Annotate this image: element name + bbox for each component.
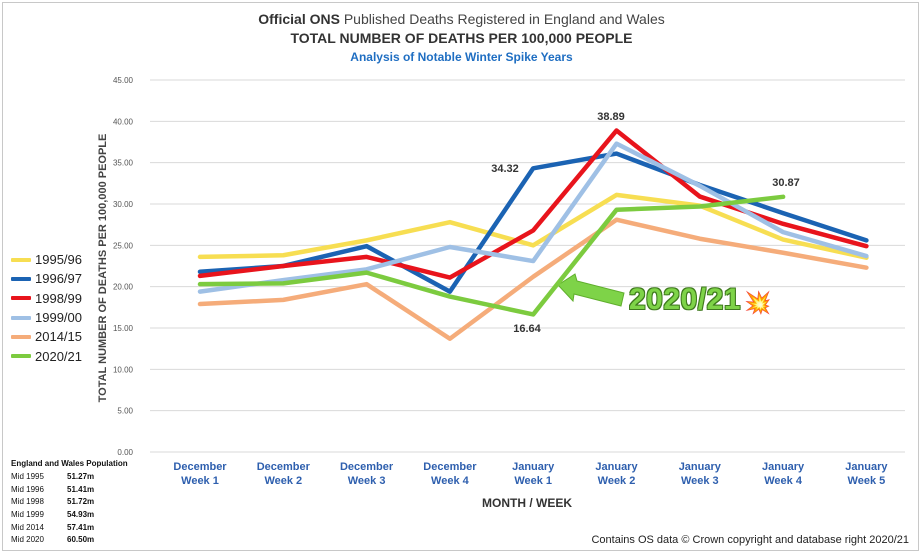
- x-tick-label: December: [173, 461, 227, 473]
- population-value: 51.27m: [67, 471, 95, 481]
- x-tick-label: Week 2: [598, 475, 636, 487]
- legend-swatch: [11, 296, 31, 301]
- x-axis-label: MONTH / WEEK: [482, 496, 572, 510]
- legend-item: 1999/00: [11, 308, 82, 327]
- x-tick-label: Week 2: [264, 475, 302, 487]
- x-tick-label: Week 3: [681, 475, 719, 487]
- x-tick-label: Week 1: [514, 475, 552, 487]
- legend-item: 1996/97: [11, 269, 82, 288]
- copyright-footer: Contains OS data © Crown copyright and d…: [591, 534, 909, 546]
- series-line-1996-97: [197, 151, 869, 294]
- y-tick-label: 40.00: [113, 117, 134, 126]
- population-value: 51.72m: [67, 497, 95, 507]
- population-row: Mid 1995 51.27m: [11, 470, 128, 483]
- y-tick-labels: 0.00 5.00 10.00 15.00 20.00 25.00 30.00 35.00 40…: [113, 76, 134, 457]
- x-tick-label: December: [423, 461, 477, 473]
- x-tick-label: January: [845, 461, 888, 473]
- population-year: Mid 1996: [11, 484, 44, 494]
- arrow-icon: [557, 273, 625, 307]
- chart-subsubtitle: Analysis of Notable Winter Spike Years: [350, 50, 573, 64]
- legend-label: 1996/97: [35, 271, 82, 287]
- legend-item: 1998/99: [11, 289, 82, 308]
- y-axis-label: TOTAL NUMBER OF DEATHS PER 100,000 PEOPL…: [97, 133, 109, 403]
- x-tick-label: December: [257, 461, 311, 473]
- series-lines: [197, 128, 869, 341]
- legend-label: 1999/00: [35, 310, 82, 326]
- y-tick-label: 15.00: [113, 324, 134, 333]
- data-label: 16.64: [513, 323, 541, 335]
- x-tick-label: Week 3: [348, 475, 386, 487]
- population-title: England and Wales Population: [11, 459, 128, 468]
- series-line-2020-21: [197, 194, 786, 317]
- legend-item: 2020/21: [11, 346, 82, 365]
- x-tick-label: January: [762, 461, 805, 473]
- population-row: Mid 1996 51.41m: [11, 483, 128, 496]
- population-row: Mid 2020 60.50m: [11, 533, 128, 546]
- series-line-1995-96: [197, 192, 869, 260]
- legend-label: 2020/21: [35, 348, 82, 364]
- y-tick-label: 20.00: [113, 283, 134, 292]
- legend-item: 1995/96: [11, 250, 82, 269]
- title-rest: Published Deaths Registered in England a…: [339, 11, 665, 27]
- chart-title: Official ONS Published Deaths Registered…: [0, 11, 923, 27]
- chart-subtitle: TOTAL NUMBER OF DEATHS PER 100,000 PEOPL…: [290, 30, 633, 46]
- population-row: Mid 2014 57.41m: [11, 521, 128, 534]
- x-tick-label: December: [340, 461, 394, 473]
- y-tick-label: 25.00: [113, 241, 134, 250]
- y-tick-label: 10.00: [113, 365, 134, 374]
- legend-swatch: [11, 354, 31, 359]
- population-year: Mid 2014: [11, 522, 44, 532]
- series-line-1999-00: [197, 141, 869, 294]
- x-tick-label: Week 4: [431, 475, 470, 487]
- population-value: 54.93m: [67, 509, 95, 519]
- legend: 1995/96 1996/97 1998/99 1999/00 2014/15 …: [11, 250, 82, 366]
- legend-label: 1998/99: [35, 290, 82, 306]
- x-tick-label: Week 1: [181, 475, 219, 487]
- y-tick-label: 35.00: [113, 159, 134, 168]
- legend-label: 1995/96: [35, 252, 82, 268]
- x-tick-labels: December Week 1 December Week 2 December Week…: [173, 461, 888, 487]
- x-tick-label: January: [595, 461, 638, 473]
- x-tick-label: January: [679, 461, 722, 473]
- population-year: Mid 1999: [11, 509, 44, 519]
- data-label: 38.89: [597, 111, 625, 123]
- x-tick-label: Week 4: [764, 475, 803, 487]
- series-line-2014-15: [197, 217, 869, 341]
- legend-swatch: [11, 334, 31, 339]
- explosion-icon: 💥: [744, 290, 772, 315]
- population-row: Mid 1998 51.72m: [11, 495, 128, 508]
- annotation-arrow: [557, 273, 625, 307]
- legend-swatch: [11, 315, 31, 320]
- y-tick-label: 30.00: [113, 200, 134, 209]
- legend-label: 2014/15: [35, 329, 82, 345]
- population-year: Mid 1998: [11, 497, 44, 507]
- x-tick-label: Week 5: [848, 475, 886, 487]
- y-tick-label: 5.00: [117, 407, 133, 416]
- data-labels: 34.32 38.89 30.87 16.64: [491, 111, 800, 335]
- legend-item: 2014/15: [11, 327, 82, 346]
- population-value: 57.41m: [67, 522, 95, 532]
- legend-swatch: [11, 257, 31, 262]
- title-source: Official ONS: [258, 11, 340, 27]
- data-label: 34.32: [491, 163, 519, 175]
- data-label: 30.87: [772, 177, 800, 189]
- annotation-2020-21: 2020/21: [629, 283, 741, 316]
- population-table: England and Wales Population Mid 1995 51.…: [11, 459, 128, 546]
- y-tick-label: 0.00: [117, 448, 133, 457]
- population-value: 51.41m: [67, 484, 95, 494]
- x-tick-label: January: [512, 461, 555, 473]
- population-year: Mid 1995: [11, 471, 44, 481]
- y-tick-label: 45.00: [113, 76, 134, 85]
- legend-swatch: [11, 276, 31, 281]
- population-year: Mid 2020: [11, 535, 44, 545]
- population-row: Mid 1999 54.93m: [11, 508, 128, 521]
- population-value: 60.50m: [67, 535, 95, 545]
